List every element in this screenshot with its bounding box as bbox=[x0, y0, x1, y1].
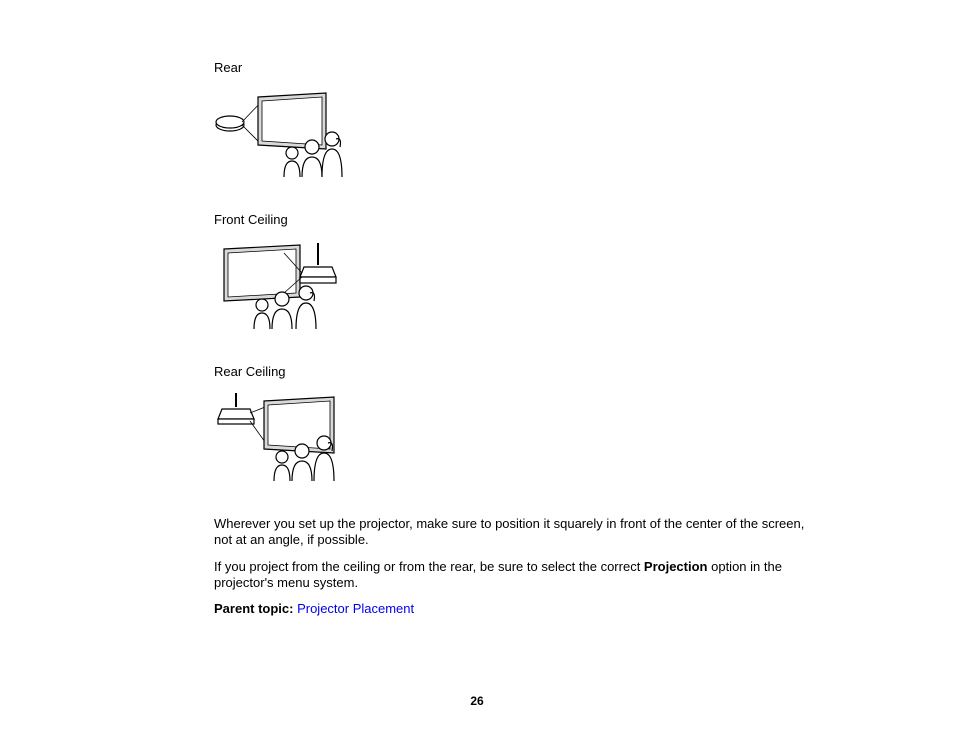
paragraph-2: If you project from the ceiling or from … bbox=[214, 559, 814, 592]
rear-ceiling-label: Rear Ceiling bbox=[214, 364, 814, 379]
paragraph-1: Wherever you set up the projector, make … bbox=[214, 516, 814, 549]
rear-ceiling-diagram bbox=[214, 393, 354, 483]
front-ceiling-diagram bbox=[214, 241, 354, 331]
front-ceiling-label: Front Ceiling bbox=[214, 212, 814, 227]
paragraph-2-part-a: If you project from the ceiling or from … bbox=[214, 559, 644, 574]
parent-topic-label: Parent topic: bbox=[214, 601, 297, 616]
parent-topic-link[interactable]: Projector Placement bbox=[297, 601, 414, 616]
page-number: 26 bbox=[0, 694, 954, 708]
page-content: Rear Front Ceiling bbox=[214, 60, 814, 616]
parent-topic: Parent topic: Projector Placement bbox=[214, 601, 814, 616]
paragraph-2-bold: Projection bbox=[644, 559, 708, 574]
rear-label: Rear bbox=[214, 60, 814, 75]
rear-diagram bbox=[214, 89, 354, 179]
